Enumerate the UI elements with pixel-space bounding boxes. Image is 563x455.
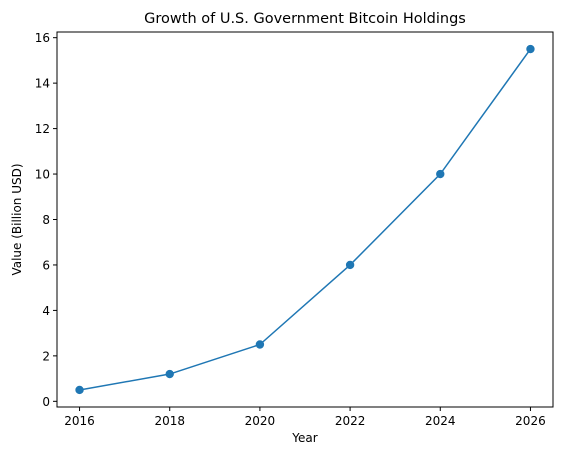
y-tick-label: 6 <box>42 258 50 272</box>
x-tick-label: 2020 <box>245 414 276 428</box>
data-point <box>345 260 355 270</box>
x-tick-label: 2024 <box>425 414 456 428</box>
y-tick-label: 14 <box>35 77 50 91</box>
plot-area <box>75 44 535 395</box>
axes-frame <box>56 31 554 408</box>
y-tick-label: 16 <box>35 31 50 45</box>
x-tick-label: 2026 <box>515 414 546 428</box>
x-tick-label: 2018 <box>154 414 185 428</box>
y-axis-ticks: 0 2 4 6 8 10 12 14 16 <box>35 31 57 409</box>
y-axis-label: Value (Billion USD) <box>10 163 24 275</box>
x-tick-label: 2016 <box>64 414 95 428</box>
x-axis-ticks: 2016 2018 2020 2022 2024 2026 <box>64 407 546 428</box>
y-tick-label: 8 <box>42 213 50 227</box>
data-point <box>165 369 174 379</box>
x-tick-label: 2022 <box>335 414 366 428</box>
data-point <box>75 385 84 395</box>
y-tick-label: 12 <box>35 122 50 136</box>
data-point <box>436 169 445 179</box>
y-tick-label: 10 <box>35 168 50 182</box>
data-point <box>526 44 535 54</box>
y-tick-label: 0 <box>42 395 50 409</box>
data-point <box>255 340 265 349</box>
y-tick-label: 4 <box>42 304 50 318</box>
x-axis-label: Year <box>291 431 317 445</box>
y-tick-label: 2 <box>42 349 50 363</box>
series-line <box>79 48 532 391</box>
chart-title: Growth of U.S. Government Bitcoin Holdin… <box>144 11 466 27</box>
